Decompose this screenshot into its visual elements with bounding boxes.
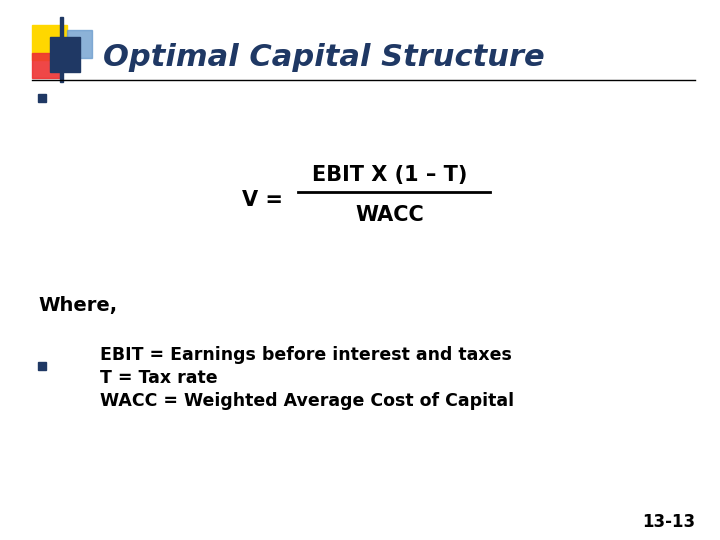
Text: EBIT = Earnings before interest and taxes: EBIT = Earnings before interest and taxe… bbox=[100, 346, 512, 364]
Text: WACC = Weighted Average Cost of Capital: WACC = Weighted Average Cost of Capital bbox=[100, 392, 514, 410]
Text: Where,: Where, bbox=[38, 295, 117, 314]
Bar bbox=[38, 362, 46, 370]
Text: 13-13: 13-13 bbox=[642, 513, 695, 531]
Bar bbox=[60, 17, 63, 82]
Bar bbox=[32, 25, 67, 60]
Bar bbox=[50, 37, 80, 72]
Bar bbox=[38, 94, 46, 102]
Text: EBIT X (1 – T): EBIT X (1 – T) bbox=[312, 165, 468, 185]
Bar bbox=[67, 30, 92, 58]
Text: T = Tax rate: T = Tax rate bbox=[100, 369, 217, 387]
Text: WACC: WACC bbox=[356, 205, 424, 225]
Bar bbox=[32, 53, 60, 78]
Text: V =: V = bbox=[242, 190, 283, 210]
Text: Optimal Capital Structure: Optimal Capital Structure bbox=[103, 44, 544, 72]
